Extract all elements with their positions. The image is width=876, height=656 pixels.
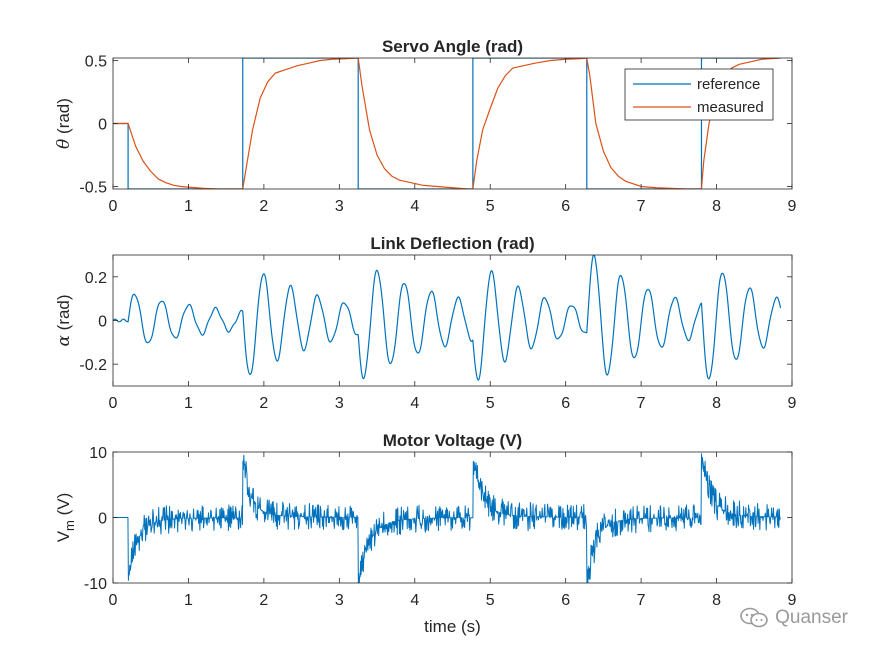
x-tick-label: 5 (486, 395, 495, 412)
x-axis-label: time (s) (424, 617, 481, 636)
series-line-measured (113, 58, 781, 189)
y-tick-label: -0.5 (79, 179, 107, 196)
series-line-data (113, 255, 782, 381)
subplot-title: Servo Angle (rad) (382, 37, 523, 56)
y-tick-label: 0.5 (85, 54, 107, 71)
x-tick-label: 2 (259, 395, 268, 412)
legend: reference measured (624, 68, 774, 121)
y-axis-label: Vm (V) (54, 493, 77, 543)
axes-box (112, 254, 793, 387)
y-tick-label: 0 (98, 314, 107, 331)
subplot-2: 0 1 2 3 4 5 6 7 8 9 -0.2 0 0.2 Link Deflection (rad) α… (54, 234, 797, 412)
x-tick-label: 3 (335, 198, 344, 215)
x-tick-label: 1 (184, 395, 193, 412)
y-axis-label: θ (rad) (54, 98, 74, 149)
legend-entry: reference (697, 76, 760, 93)
x-tick-label: 5 (486, 198, 495, 215)
x-tick-label: 8 (712, 198, 721, 215)
x-tick-label: 1 (184, 198, 193, 215)
x-tick-label: 2 (259, 592, 268, 609)
x-tick-label: 4 (410, 395, 419, 412)
x-tick-label: 3 (335, 592, 344, 609)
y-tick-label: 10 (89, 445, 107, 462)
x-tick-label: 4 (410, 592, 419, 609)
x-tick-label: 7 (637, 395, 646, 412)
x-tick-label: 0 (109, 198, 118, 215)
x-tick-label: 9 (788, 592, 797, 609)
subplot-title: Link Deflection (rad) (370, 234, 534, 253)
x-tick-label: 9 (788, 198, 797, 215)
watermark: Quanser (739, 606, 848, 630)
x-tick-label: 9 (788, 395, 797, 412)
x-tick-label: 2 (259, 198, 268, 215)
y-tick-label: 0.2 (85, 270, 107, 287)
x-tick-label: 8 (712, 592, 721, 609)
y-tick-label: 0 (98, 511, 107, 528)
x-tick-label: 6 (561, 395, 570, 412)
y-axis-label: α (rad) (54, 294, 74, 346)
y-tick-label: 0 (98, 117, 107, 134)
x-tick-label: 7 (637, 592, 646, 609)
x-tick-label: 6 (561, 592, 570, 609)
x-tick-label: 5 (486, 592, 495, 609)
subplot-title: Motor Voltage (V) (383, 431, 522, 450)
x-tick-label: 1 (184, 592, 193, 609)
x-tick-label: 4 (410, 198, 419, 215)
y-tick-label: -10 (84, 576, 107, 593)
x-tick-label: 3 (335, 395, 344, 412)
x-tick-label: 0 (109, 592, 118, 609)
chat-bubble-icon (740, 607, 768, 628)
series-line-data (113, 453, 781, 583)
x-tick-label: 0 (109, 395, 118, 412)
x-tick-label: 7 (637, 198, 646, 215)
legend-entry: measured (697, 99, 764, 116)
x-tick-label: 8 (712, 395, 721, 412)
watermark-text: Quanser (775, 607, 848, 628)
y-tick-label: -0.2 (79, 357, 107, 374)
x-tick-label: 6 (561, 198, 570, 215)
legend-box (624, 68, 774, 121)
